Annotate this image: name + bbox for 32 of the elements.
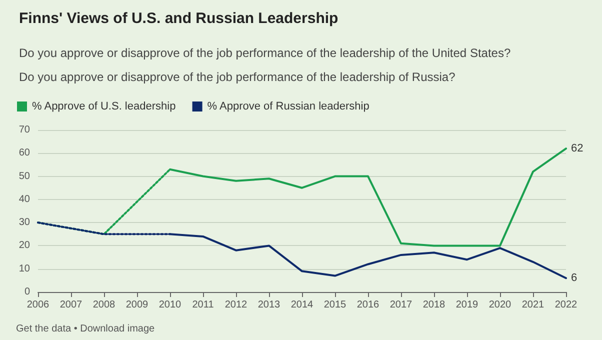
x-tick-label: 2015 xyxy=(324,300,347,310)
y-tick-label: 20 xyxy=(18,240,30,252)
y-tick-label: 30 xyxy=(18,217,30,228)
chart-subtitle: Do you approve or disapprove of the job performance of the leadership of the United States? Do you approve or disapprove of the job performance of the leadership of Russia? xyxy=(19,46,511,84)
x-tick-label: 2017 xyxy=(390,300,413,310)
y-tick-label: 70 xyxy=(18,124,30,136)
x-tick-label: 2018 xyxy=(422,300,446,310)
legend-label: % Approve of U.S. leadership xyxy=(32,100,176,112)
x-tick-label: 2011 xyxy=(192,300,214,310)
y-tick-label: 50 xyxy=(18,170,30,182)
x-tick-label: 2014 xyxy=(290,300,314,310)
data-label: 6 xyxy=(571,272,578,284)
x-tick-label: 2021 xyxy=(522,300,545,310)
x-tick-label: 2020 xyxy=(488,300,512,310)
x-tick-label: 2009 xyxy=(126,300,149,310)
chart-title: Finns' Views of U.S. and Russian Leadership xyxy=(19,10,338,27)
x-tick-label: 2013 xyxy=(258,300,281,310)
x-tick-label: 2016 xyxy=(356,300,380,310)
x-tick-label: 2010 xyxy=(158,300,182,310)
legend-label: % Approve of Russian leadership xyxy=(207,100,370,112)
data-label: 62 xyxy=(571,142,584,155)
y-tick-label: 10 xyxy=(18,263,30,274)
x-tick-label: 2019 xyxy=(456,300,479,310)
x-tick-label: 2012 xyxy=(224,300,248,310)
text: Get the data • Download image xyxy=(16,324,156,334)
x-tick-label: 2008 xyxy=(92,300,116,310)
y-tick-label: 0 xyxy=(24,286,30,298)
x-tick-label: 2022 xyxy=(554,300,578,310)
y-tick-label: 60 xyxy=(18,148,30,159)
x-tick-label: 2006 xyxy=(26,300,50,310)
y-tick-label: 40 xyxy=(18,194,30,205)
x-tick-label: 2007 xyxy=(60,300,83,310)
